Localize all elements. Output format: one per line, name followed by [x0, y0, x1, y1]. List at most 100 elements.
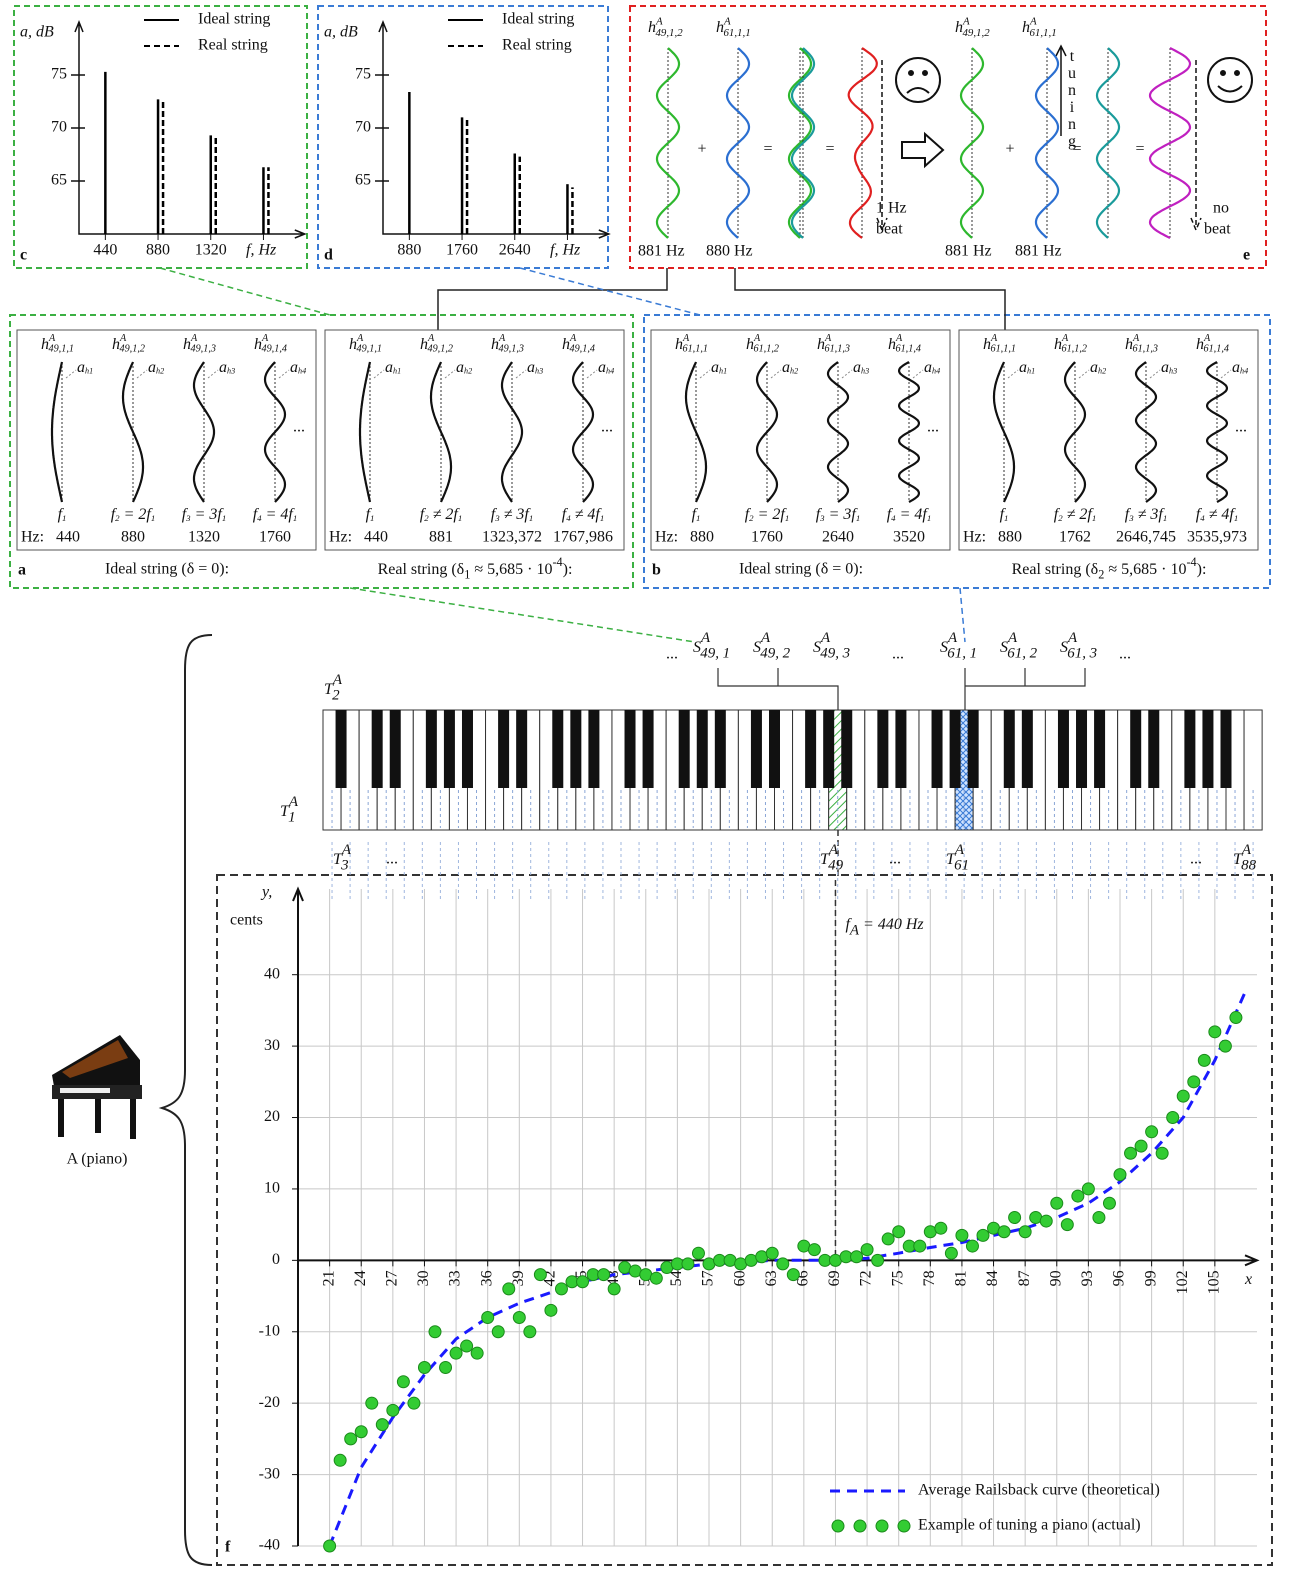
plus-sign: +: [1005, 141, 1014, 158]
y-tick-label: 70: [51, 119, 67, 136]
data-point: [397, 1376, 409, 1388]
harmonic-label-part: A: [48, 333, 56, 344]
harmonic-label-part: A: [962, 15, 970, 27]
frequency-label-part: 1: [785, 513, 789, 523]
harmonic-label-part: 49,1,2: [427, 344, 452, 355]
amplitude-label: ah1: [385, 359, 401, 376]
s-label-part: A: [1067, 631, 1078, 647]
frequency-value: 3535,973: [1187, 529, 1247, 546]
panel-label: f: [225, 1539, 231, 1556]
data-point: [893, 1226, 905, 1238]
amp-pointer: [1150, 370, 1160, 378]
t-label-part: A: [341, 843, 352, 859]
amplitude-label-part: a: [853, 359, 861, 376]
amplitude-label-part: a: [527, 359, 535, 376]
frequency-value: 2640: [822, 529, 854, 546]
harmonic-label-part: A: [1203, 333, 1211, 344]
y-tick-label: 30: [264, 1037, 280, 1054]
harmonic-label: hA61,1,3: [817, 333, 850, 355]
ellipsis: ...: [889, 851, 901, 868]
ellipsis: ...: [386, 851, 398, 868]
ellipsis: ...: [1190, 851, 1202, 868]
panel-e-frame: [630, 6, 1266, 268]
amp-pointer: [279, 370, 289, 378]
x-tick-label: 24: [352, 1270, 369, 1286]
frequency-label-part: ≠ 2f: [429, 506, 461, 523]
frequency-value: 880: [998, 529, 1022, 546]
ellipsis: ...: [601, 419, 613, 436]
panel-subtitle-part: ):: [563, 561, 573, 578]
amplitude-label: ah2: [782, 359, 798, 376]
data-point: [1188, 1076, 1200, 1088]
harmonic-label-part: A: [498, 333, 506, 344]
frequency-label: f4 ≠ 4f1: [562, 506, 605, 523]
amplitude-label: ah4: [924, 359, 940, 376]
harmonic-label-part: 49,1,2: [119, 344, 144, 355]
frequency-label-part: 1: [529, 513, 533, 523]
beat-arrows: [877, 60, 1201, 230]
frequency-label-part: 1: [1163, 513, 1167, 523]
black-key: [588, 710, 599, 788]
frequency-label-part: 1: [293, 513, 297, 523]
frequency-label-part: 1: [927, 513, 931, 523]
panel-subtitle: Real string (δ2 ≈ 5,685 · 10-4):: [1012, 555, 1207, 582]
t-label: TA61: [946, 843, 969, 874]
data-point: [1167, 1112, 1179, 1124]
data-point: [1072, 1190, 1084, 1202]
frequency-label: 881 Hz: [945, 243, 992, 260]
x-tick-label: 90: [1047, 1270, 1064, 1286]
y-tick-label: -30: [259, 1465, 280, 1482]
black-key: [1058, 710, 1069, 788]
amp-pointer: [445, 370, 455, 378]
amplitude-label-part: a: [290, 359, 298, 376]
amplitude-label: ah1: [711, 359, 727, 376]
harmonic-label-part: 61,1,3: [824, 344, 849, 355]
harmonic-label-part: A: [190, 333, 198, 344]
amp-pointer: [208, 370, 218, 378]
x-tick-label: 84: [984, 1270, 1001, 1286]
harmonic-label: hA61,1,2: [1054, 333, 1087, 355]
panel-a-frame: [10, 315, 633, 588]
y-tick-label: -10: [259, 1322, 280, 1339]
frequency-label-part: ≠ 2f: [1063, 506, 1095, 523]
panel-subtitle-part: -4: [552, 555, 562, 569]
frequency-label: 881 Hz: [638, 243, 685, 260]
x-tick-label: 81: [953, 1270, 970, 1286]
data-point: [914, 1240, 926, 1252]
data-point: [387, 1404, 399, 1416]
amplitude-label: ah3: [1161, 359, 1177, 376]
y-axis-label: a, dB: [324, 24, 358, 41]
harmonic-label-part: A: [895, 333, 903, 344]
legend-label: Example of tuning a piano (actual): [918, 1517, 1141, 1534]
data-point: [851, 1251, 863, 1263]
frequency-label-part: ≠ 3f: [1134, 506, 1166, 523]
legend-swatch: [832, 1520, 844, 1532]
y-tick-label: -20: [259, 1394, 280, 1411]
ellipsis: ...: [892, 646, 904, 663]
amplitude-label: ah4: [598, 359, 614, 376]
harmonic-label-part: 49,1,4: [261, 344, 286, 355]
data-point: [482, 1311, 494, 1323]
harmonic-label-part: A: [824, 333, 832, 344]
harmonic-label: hA61,1,4: [1196, 333, 1229, 355]
panel-label: d: [324, 247, 333, 264]
black-key: [751, 710, 762, 788]
legend-swatch: [898, 1520, 910, 1532]
amplitude-label: ah4: [290, 359, 306, 376]
panel-subtitle-part: Real string (δ: [1012, 561, 1099, 578]
amplitude-label-part: a: [456, 359, 464, 376]
black-key: [679, 710, 690, 788]
amplitude-label-part: a: [1232, 359, 1240, 376]
harmonic-label: hA49,1,1: [349, 333, 382, 355]
hz-prefix: Hz:: [21, 529, 44, 546]
harmonic-label-part: 49,1,4: [569, 344, 594, 355]
frequency-label-part: 1: [1092, 513, 1096, 523]
data-point: [1230, 1012, 1242, 1024]
t-label-part: A: [1241, 843, 1252, 859]
black-key: [444, 710, 455, 788]
amplitude-label-part: a: [148, 359, 156, 376]
